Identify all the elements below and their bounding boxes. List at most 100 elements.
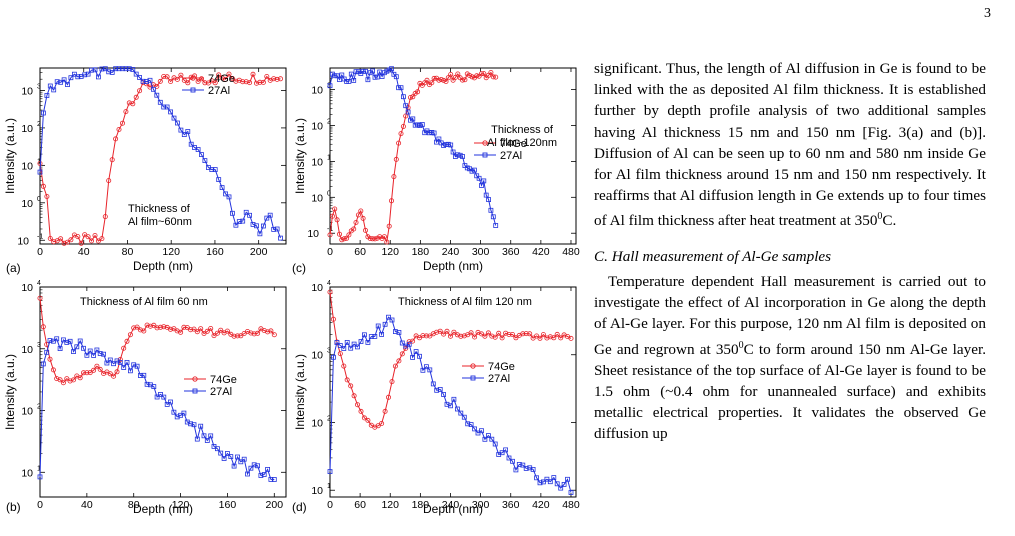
data-point (492, 441, 498, 447)
data-point (257, 231, 263, 237)
data-point (40, 324, 46, 330)
data-point (243, 209, 249, 215)
data-point (194, 329, 200, 335)
y-tick-label: 10 (311, 120, 323, 132)
data-point (51, 338, 56, 344)
data-point (37, 474, 43, 480)
data-point (168, 79, 174, 85)
data-point (144, 322, 150, 328)
data-point (478, 71, 484, 77)
data-point (370, 68, 376, 74)
data-point (485, 433, 491, 439)
data-point (516, 461, 522, 467)
data-point (554, 331, 560, 337)
data-point (419, 122, 425, 127)
x-tick-label: 180 (412, 246, 430, 258)
data-point (458, 410, 464, 416)
data-point (223, 191, 229, 197)
data-point (109, 157, 115, 163)
data-point (423, 364, 429, 370)
data-point (389, 317, 395, 323)
paragraph-1: significant. Thus, the length of Al diff… (594, 60, 986, 230)
x-tick-label: 200 (266, 499, 284, 511)
x-tick-label: 80 (128, 499, 140, 511)
data-point (205, 80, 211, 86)
data-point (111, 361, 116, 367)
data-point (268, 476, 274, 482)
data-point (133, 94, 139, 100)
data-point (465, 421, 471, 427)
data-point (530, 466, 536, 472)
data-point (44, 349, 50, 355)
data-point (520, 462, 526, 468)
data-point (198, 76, 204, 82)
data-point (261, 472, 267, 477)
y-tick-exponent: 1 (37, 465, 41, 472)
legend-marker (482, 140, 488, 146)
data-point (255, 330, 261, 336)
data-point (558, 485, 564, 491)
data-point (168, 109, 174, 115)
data-point (181, 132, 187, 138)
data-point (99, 236, 105, 242)
data-point (346, 79, 352, 84)
data-point (247, 212, 253, 218)
data-point (89, 238, 95, 244)
data-point (451, 396, 457, 402)
data-point (116, 66, 122, 72)
data-point (396, 358, 402, 364)
data-point (151, 322, 157, 328)
data-point (67, 378, 73, 384)
data-point (37, 169, 43, 175)
data-point (278, 235, 283, 241)
panel-annotation: Thickness of (491, 124, 554, 136)
data-point (407, 95, 413, 101)
data-point (68, 75, 74, 81)
y-tick-label: 10 (311, 350, 323, 362)
data-point (448, 403, 453, 409)
data-point (431, 75, 437, 81)
data-point (60, 380, 66, 386)
legend-marker (470, 375, 476, 381)
data-point (544, 476, 550, 482)
data-point (427, 367, 433, 373)
data-point (178, 72, 184, 78)
data-point (513, 467, 519, 473)
data-point (462, 77, 468, 83)
data-point (332, 206, 338, 212)
data-point (120, 120, 126, 126)
data-point (420, 333, 426, 339)
data-point (74, 344, 80, 350)
x-tick-label: 120 (162, 246, 180, 258)
data-point (551, 475, 557, 481)
data-point (265, 466, 271, 472)
x-tick-label: 160 (206, 246, 224, 258)
data-point (258, 473, 264, 478)
data-point (65, 82, 70, 87)
data-point (178, 329, 184, 335)
data-point (510, 458, 515, 464)
data-point (568, 490, 574, 495)
y-tick-label: 10 (311, 156, 323, 168)
data-point (479, 428, 484, 434)
data-point (47, 83, 53, 89)
series-27Al (327, 314, 574, 495)
data-point (351, 341, 357, 347)
data-point (377, 69, 383, 75)
data-point (89, 67, 94, 73)
data-point (188, 327, 194, 333)
data-point (441, 331, 447, 337)
data-point (57, 346, 63, 352)
data-point (131, 362, 137, 368)
data-point (181, 410, 187, 416)
data-point (330, 354, 336, 360)
data-point (267, 212, 273, 218)
data-point (224, 451, 230, 456)
data-point (415, 89, 421, 95)
data-point (64, 376, 70, 382)
data-point (77, 338, 83, 344)
data-point (398, 131, 404, 137)
data-point (198, 326, 204, 332)
panel-letter: (b) (6, 500, 21, 514)
